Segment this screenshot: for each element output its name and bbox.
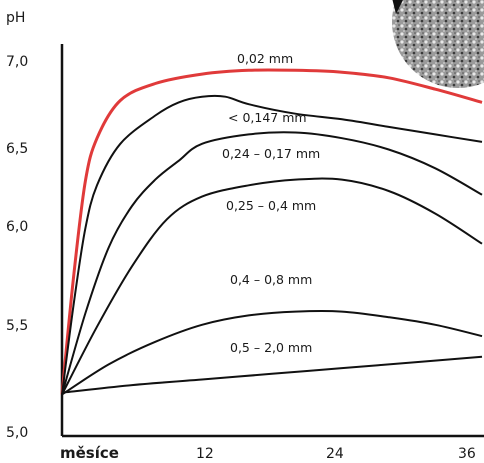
y-tick-label: 7,0	[6, 54, 28, 70]
y-axis-title: pH	[6, 10, 25, 26]
x-tick-label: 12	[196, 446, 214, 462]
series-line	[61, 94, 483, 395]
y-tick-label: 5,0	[6, 425, 28, 441]
y-tick-label: 5,5	[6, 318, 28, 334]
series-line	[60, 68, 483, 395]
series-label: 0,02 mm	[237, 51, 293, 66]
series-label: 0,25 – 0,4 mm	[226, 198, 316, 213]
microscope-photo	[392, 0, 484, 88]
series-line	[61, 310, 483, 396]
series-line	[61, 355, 483, 394]
series-line	[61, 177, 483, 395]
series-line	[61, 131, 483, 395]
series-label: 0,24 – 0,17 mm	[222, 146, 320, 161]
series-label: 0,5 – 2,0 mm	[230, 340, 312, 355]
x-axis-title: měsíce	[60, 444, 119, 462]
x-tick-label: 24	[326, 446, 344, 462]
x-tick-label: 36	[458, 446, 476, 462]
series-label: 0,4 – 0,8 mm	[230, 272, 312, 287]
y-tick-label: 6,0	[6, 219, 28, 235]
series-label: < 0,147 mm	[228, 110, 307, 125]
series-layer	[60, 68, 483, 396]
y-tick-label: 6,5	[6, 141, 28, 157]
